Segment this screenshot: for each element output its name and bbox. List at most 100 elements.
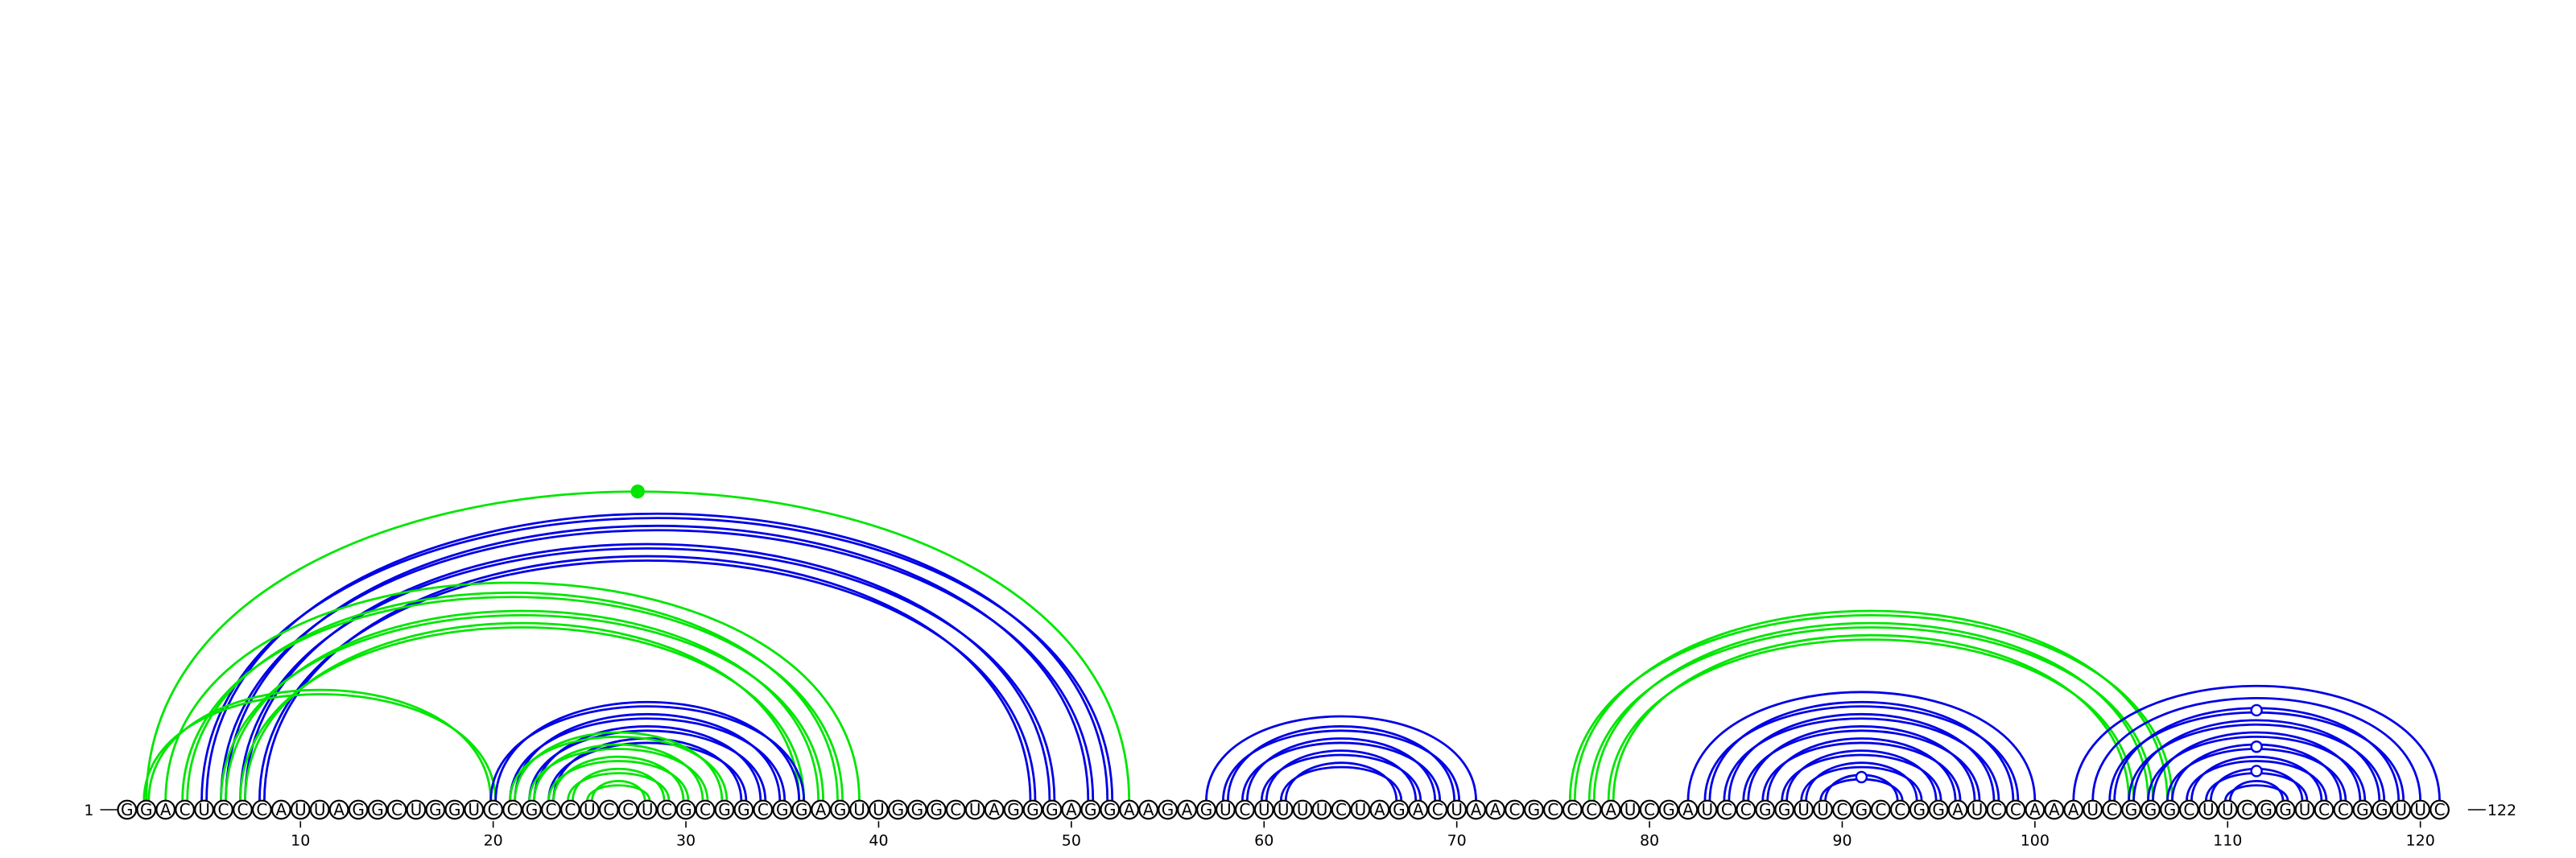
nucleotide-115: C [2314, 799, 2334, 820]
arc-86-96-line-2 [1761, 741, 1962, 802]
nucleotide-111: C [2236, 799, 2257, 820]
nucleotide-7-letter: C [237, 800, 248, 819]
tick-label-80: 80 [1640, 831, 1659, 849]
nucleotide-37-circle [811, 799, 832, 820]
arc-5-52-line-2 [200, 517, 1114, 802]
arc-83-99-line-1 [1708, 701, 2015, 802]
nucleotide-49: G [1042, 799, 1063, 820]
nucleotide-121: C [2429, 799, 2450, 820]
arc-6-37-line-2 [220, 614, 825, 802]
nucleotide-78-letter: A [1605, 800, 1616, 819]
nucleotide-49-circle [1042, 799, 1063, 820]
arc-84-98-line-2 [1723, 717, 2000, 802]
nucleotide-76: C [1562, 799, 1583, 820]
nucleotide-50: A [1061, 799, 1082, 820]
nucleotide-67-letter: G [1393, 800, 1406, 819]
nucleotide-81-circle [1658, 799, 1679, 820]
nucleotide-115-letter: C [2318, 800, 2330, 819]
nucleotide-112-letter: G [2260, 800, 2273, 819]
nucleotide-24: C [560, 799, 580, 820]
nucleotide-58: U [1215, 799, 1236, 820]
nucleotide-67: G [1389, 799, 1410, 820]
nucleotide-103-circle [2083, 799, 2103, 820]
nucleotide-26-circle [598, 799, 619, 820]
nucleotide-107: G [2160, 799, 2180, 820]
nucleotide-93-letter: C [1894, 800, 1905, 819]
nucleotide-1-circle [117, 799, 138, 820]
nucleotide-22-circle [522, 799, 542, 820]
arc-8-48-line-1 [262, 555, 1032, 802]
arc-59-69-line-2 [1241, 741, 1442, 802]
nucleotide-76-letter: C [1567, 800, 1578, 819]
nucleotide-56-circle [1177, 799, 1197, 820]
nucleotide-88-circle [1794, 799, 1814, 820]
nucleotide-29-circle [656, 799, 677, 820]
nucleotide-17: G [425, 799, 446, 820]
nucleotide-11: U [309, 799, 330, 820]
nucleotide-24-letter: C [564, 800, 576, 819]
nucleotide-108-circle [2178, 799, 2199, 820]
nucleotide-56-letter: A [1182, 800, 1193, 819]
nucleotide-41-circle [887, 799, 908, 820]
nucleotide-72: A [1485, 799, 1505, 820]
nucleotide-80-letter: C [1644, 800, 1655, 819]
nucleotide-76-circle [1562, 799, 1583, 820]
nucleotide-10-circle [290, 799, 311, 820]
nucleotide-75-circle [1542, 799, 1563, 820]
nucleotide-6: C [213, 799, 233, 820]
nucleotide-39-letter: U [853, 800, 865, 819]
nucleotide-60-circle [1253, 799, 1274, 820]
nucleotide-82-circle [1678, 799, 1699, 820]
nucleotide-9-circle [270, 799, 291, 820]
nucleotide-46-circle [984, 799, 1005, 820]
nucleotide-119-circle [2391, 799, 2412, 820]
nucleotide-61-circle [1273, 799, 1294, 820]
nucleotide-119-letter: U [2395, 800, 2407, 819]
nucleotide-77-letter: C [1586, 800, 1597, 819]
arc-77-106-line-2 [1587, 626, 2154, 802]
nucleotide-19-letter: U [468, 800, 480, 819]
nucleotide-97-circle [1967, 799, 1988, 820]
nucleotide-118: G [2372, 799, 2392, 820]
nucleotide-90: C [1832, 799, 1852, 820]
arc-110-113-line-2 [2223, 784, 2289, 802]
nucleotide-26-letter: C [603, 800, 614, 819]
nucleotide-83-circle [1697, 799, 1718, 820]
nucleotide-121-circle [2429, 799, 2450, 820]
nucleotide-51: G [1080, 799, 1101, 820]
nucleotide-51-circle [1080, 799, 1101, 820]
nucleotide-62-letter: U [1297, 800, 1309, 819]
nucleotide-114-circle [2294, 799, 2315, 820]
nucleotide-113-circle [2275, 799, 2296, 820]
nucleotide-38: G [830, 799, 850, 820]
nucleotide-116-circle [2333, 799, 2354, 820]
nucleotide-86-letter: G [1759, 800, 1772, 819]
nucleotide-23: C [541, 799, 561, 820]
nucleotide-60: U [1253, 799, 1274, 820]
nucleotide-86: G [1755, 799, 1776, 820]
nucleotide-2-circle [136, 799, 157, 820]
nucleotide-16-letter: U [411, 800, 423, 819]
arc-25-28-line-1 [590, 779, 646, 802]
nucleotide-84: C [1716, 799, 1737, 820]
nucleotide-116-letter: C [2338, 800, 2349, 819]
nucleotide-34: C [753, 799, 774, 820]
nucleotide-82-letter: A [1682, 800, 1694, 819]
arc-7-36-line-1 [244, 621, 801, 802]
arc-88-94-line-2 [1800, 765, 1923, 802]
arc-23-30-line-1 [552, 755, 685, 802]
nucleotide-42: G [906, 799, 927, 820]
arc-22-34-line-1 [533, 725, 762, 802]
nucleotide-87: G [1774, 799, 1795, 820]
nucleotide-14-letter: G [371, 800, 384, 819]
nucleotide-106-circle [2140, 799, 2161, 820]
nucleotide-66-circle [1369, 799, 1390, 820]
nucleotide-97-letter: U [1971, 800, 1984, 819]
arc-marker-89-93 [1855, 770, 1868, 784]
nucleotide-35-letter: G [776, 800, 789, 819]
nucleotide-52-letter: G [1104, 800, 1117, 819]
nucleotide-17-circle [425, 799, 446, 820]
nucleotide-14: G [367, 799, 388, 820]
tick-label-20: 20 [484, 831, 503, 849]
arc-104-119-line-1 [2113, 707, 2401, 802]
